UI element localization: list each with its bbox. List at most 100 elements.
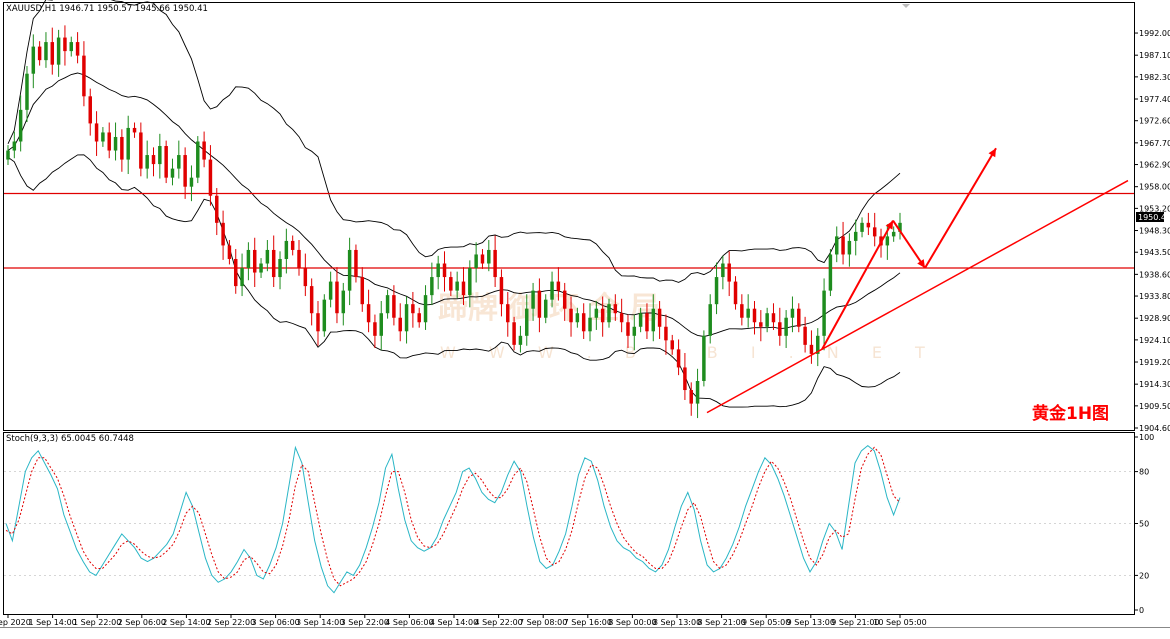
candle-body [284,240,289,259]
candle-body [860,222,864,232]
candle-body [683,367,687,391]
x-tick-label: 7 Sep 16:00 [564,618,612,627]
candle-body [335,281,339,314]
candle-body [506,304,510,323]
y-tick-label: 1914.30 [1139,380,1170,389]
candle-body [746,308,750,318]
x-tick-label: 1 Sep 2020 [0,618,31,627]
price-y-ticks: 1992.00 1987.10 1982.30 1977.40 1972.60 1967.… [1134,29,1170,433]
candle-body [797,308,801,327]
candle-body [37,46,42,61]
candle-body [373,322,377,336]
stoch-y-ticks: 100 80 50 20 0 [4,433,1154,615]
last-price-label: 1950.41 [1138,213,1170,222]
candle-body [12,141,17,151]
candle-body [752,308,757,323]
stoch-header: Stoch(9,3,3) 65.0045 60.7448 [6,434,134,444]
trend-annotations [706,147,1129,414]
candle-body [360,277,365,305]
candle-body [531,290,535,309]
candle-body [727,263,731,282]
band-lower [7,154,901,408]
candle-body [290,240,295,250]
candle-body [499,277,504,305]
candle-body [689,390,693,404]
x-tick-label: 3 Sep 14:00 [296,618,344,627]
candle-body [449,277,453,291]
candle-body [657,308,662,327]
candle-body [164,146,168,178]
y-tick-label: 1987.10 [1139,51,1170,60]
candle-body [695,381,700,404]
candle-body [417,313,421,323]
horizontal-levels [4,192,1134,269]
y-tick-label: 1958.00 [1139,183,1170,192]
candle-body [25,73,29,110]
candle-body [841,236,845,255]
main-frame [3,2,1135,431]
candle-body [537,290,542,318]
y-tick-label: 1982.30 [1139,73,1170,82]
candle-body [158,146,162,165]
candle-body [322,299,327,332]
y-tick-label: 1928.90 [1139,314,1170,323]
candle-body [733,281,738,305]
candle-body [619,313,624,323]
candle-body [784,317,788,336]
candle-body [645,313,649,332]
stoch-main-line [5,444,901,594]
candle-body [354,249,358,278]
x-tick-label: 2 Sep 06:00 [118,618,166,627]
candle-body [600,308,605,323]
candle-body [581,313,586,332]
candle-body [613,304,618,314]
candle-body [853,231,858,241]
stoch-signal-line [5,446,901,587]
candle-body [885,236,890,246]
candle-body [75,42,80,56]
candle-body [721,263,725,278]
candle-body [543,299,548,318]
candle-body [82,55,86,97]
y-tick-label: 1904.60 [1139,424,1170,433]
candle-body [898,222,902,232]
candle-body [487,249,491,264]
x-tick-label: 4 Sep 06:00 [385,618,433,627]
projection-arrow-up-head [885,220,893,230]
candle-body [670,340,674,350]
stochastic-lines [5,444,901,594]
candle-body [891,231,896,237]
candle-body [468,268,472,296]
candle-body [790,308,795,318]
projection-arrow-target [924,147,997,269]
candle-body [664,326,668,341]
candle-body [866,222,871,228]
candle-body [651,308,656,332]
candle-body [759,322,763,327]
candle-body [303,268,308,287]
candle-body [63,37,67,52]
candle-body [872,227,877,237]
x-tick-label: 9 Sep 05:00 [742,618,790,627]
candle-body [88,96,92,124]
candle-body [575,313,580,323]
y-tick-label: 1962.90 [1139,161,1170,170]
y-tick-label: 1967.70 [1139,139,1170,148]
x-tick-label: 8 Sep 21:00 [697,618,745,627]
candle-body [56,37,61,65]
candle-body [31,46,36,74]
stoch-tick-label: 50 [1139,520,1149,529]
candle-body [392,295,396,318]
candle-body [556,281,561,291]
stoch-tick-label: 0 [1139,606,1144,615]
candle-body [638,313,643,327]
x-tick-label: 1 Sep 14:00 [28,618,76,627]
candle-body [215,195,219,223]
x-tick-label: 8 Sep 13:00 [653,618,701,627]
candle-body [398,317,402,332]
y-tick-label: 1948.30 [1139,227,1170,236]
candle-body [252,249,257,273]
candle-body [607,304,611,323]
candle-body [196,141,200,178]
stoch-tick-label: 100 [1139,433,1154,442]
